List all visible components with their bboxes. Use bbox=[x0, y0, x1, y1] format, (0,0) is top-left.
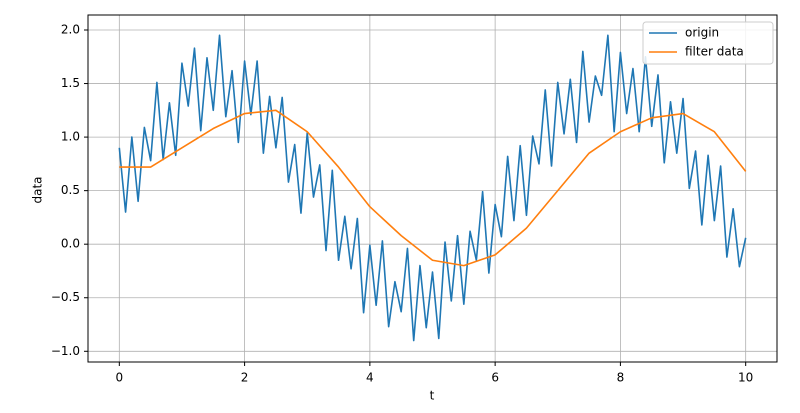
x-tick-label: 8 bbox=[617, 371, 625, 385]
x-axis-label: t bbox=[430, 389, 435, 403]
data-line bbox=[119, 109, 747, 267]
y-axis-label: data bbox=[31, 176, 45, 203]
x-tick-label: 2 bbox=[241, 371, 249, 385]
legend-label: filter data bbox=[685, 45, 744, 59]
y-tick-label: −1.0 bbox=[51, 344, 80, 358]
y-tick-label: −0.5 bbox=[51, 290, 80, 304]
x-tick-label: 0 bbox=[115, 371, 123, 385]
x-tick-label: 10 bbox=[738, 371, 753, 385]
plot-frame bbox=[87, 14, 778, 363]
y-tick-label: 0.5 bbox=[61, 183, 80, 197]
y-tick-label: 1.0 bbox=[61, 130, 80, 144]
y-tick-label: 2.0 bbox=[61, 22, 80, 36]
data-line bbox=[118, 34, 747, 342]
y-tick-label: 0.0 bbox=[61, 237, 80, 251]
x-tick-label: 6 bbox=[491, 371, 499, 385]
x-tick-label: 4 bbox=[366, 371, 374, 385]
y-tick-label: 1.5 bbox=[61, 76, 80, 90]
legend-label: origin bbox=[685, 26, 719, 40]
